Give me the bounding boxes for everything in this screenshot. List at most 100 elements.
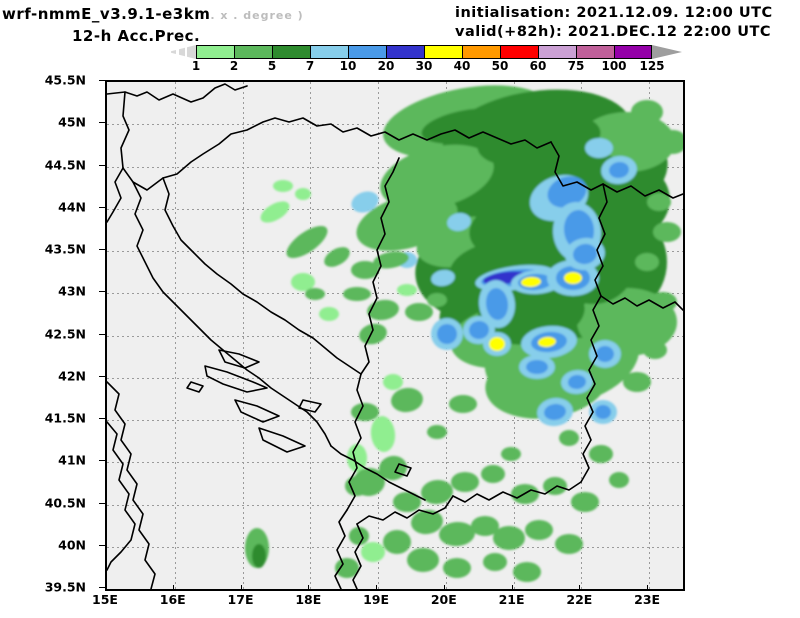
precip-contour-2mm — [471, 516, 499, 536]
y-tick-mark — [99, 122, 105, 124]
precip-contour-2mm — [324, 247, 350, 267]
precip-contour-10mm — [437, 324, 457, 344]
x-axis-label-18E: 18E — [295, 592, 322, 607]
precip-contour-2mm — [349, 527, 369, 545]
precip-contour-2mm — [525, 520, 553, 540]
precip-contour-2mm — [427, 425, 447, 439]
x-tick-mark — [172, 585, 174, 591]
precip-contour-2mm — [305, 288, 325, 300]
colorbar-tick-30: 30 — [415, 59, 433, 73]
y-axis-label-45.5N: 45.5N — [44, 72, 86, 88]
colorbar-tick-50: 50 — [491, 59, 509, 73]
colorbar-swatch-60 — [538, 45, 576, 59]
y-tick-mark — [99, 375, 105, 377]
x-axis-label-16E: 16E — [159, 592, 186, 607]
precip-contour-2mm — [635, 253, 659, 271]
precip-contour-7mm — [585, 138, 613, 158]
precip-contour-2mm — [367, 299, 399, 321]
precip-contour-2mm — [647, 193, 671, 211]
x-tick-mark — [647, 585, 649, 591]
colorbar-tick-40: 40 — [453, 59, 471, 73]
y-axis-label-39.5N: 39.5N — [44, 579, 86, 595]
colorbar-swatch-10 — [348, 45, 386, 59]
precip-contour-1mm — [361, 542, 385, 562]
precip-contour-2mm — [501, 447, 521, 461]
y-axis-label-44.5N: 44.5N — [44, 157, 86, 172]
precip-contour-2mm — [643, 341, 667, 359]
precip-contour-2mm — [555, 534, 583, 554]
precip-contour-2mm — [649, 292, 677, 312]
precip-contour-7mm — [447, 212, 471, 232]
colorbar-swatch-5 — [272, 45, 310, 59]
precip-contour-2mm — [439, 521, 475, 547]
precip-contour-1mm — [347, 444, 367, 472]
colorbar-tick-1: 1 — [191, 59, 201, 73]
x-tick-mark — [240, 585, 242, 591]
precip-contour-2mm — [571, 492, 599, 512]
colorbar-tick-7: 7 — [305, 59, 315, 73]
precip-contour-30mm — [564, 272, 582, 284]
y-axis-label-42N: 42N — [58, 368, 86, 384]
colorbar-tick-75: 75 — [567, 59, 585, 73]
precip-contour-2mm — [609, 472, 629, 488]
y-axis-label-43N: 43N — [58, 283, 86, 299]
precip-contour-2mm — [451, 472, 479, 492]
colorbar-tick-100: 100 — [601, 59, 627, 73]
model-title: wrf-nmmE_v3.9.1-e3km. x . degree ) — [2, 5, 304, 23]
y-tick-mark — [99, 291, 105, 293]
colorbar-over-arrow — [652, 45, 682, 59]
precip-contour-10mm — [526, 360, 548, 374]
gridline-horizontal — [107, 293, 683, 295]
x-axis-label-21E: 21E — [498, 592, 525, 607]
precip-contour-10mm — [609, 161, 629, 179]
x-tick-mark — [376, 585, 378, 591]
precip-contour-2mm — [335, 558, 359, 578]
colorbar-swatch-100 — [614, 45, 652, 59]
y-axis-label-41.5N: 41.5N — [44, 410, 86, 426]
colorbar-swatch-40 — [462, 45, 500, 59]
precip-contour-1mm — [260, 201, 290, 223]
colorbar-swatch-7 — [310, 45, 348, 59]
precip-contour-10mm — [568, 374, 586, 390]
x-axis-label-23E: 23E — [634, 592, 661, 607]
precip-contour-2mm — [653, 222, 681, 242]
x-axis-label-17E: 17E — [227, 592, 254, 607]
colorbar-swatch-50 — [500, 45, 538, 59]
y-axis-label-43.5N: 43.5N — [44, 241, 86, 257]
precip-contour-1mm — [370, 416, 396, 452]
precip-contour-30mm — [521, 276, 541, 288]
precip-contour-2mm — [493, 526, 525, 550]
precip-contour-2mm — [405, 303, 433, 321]
precipitation-field — [107, 82, 683, 589]
y-tick-mark — [99, 249, 105, 250]
y-axis-label-40.5N: 40.5N — [44, 495, 86, 510]
colorbar-tick-2: 2 — [229, 59, 239, 73]
precip-contour-10mm — [544, 403, 566, 421]
precip-contour-2mm — [449, 395, 477, 413]
y-axis-label-45N: 45N — [58, 114, 86, 130]
precip-contour-30mm — [489, 337, 505, 351]
precip-contour-1mm — [295, 188, 311, 200]
x-tick-mark — [511, 585, 513, 591]
precip-contour-2mm — [427, 293, 447, 307]
precip-contour-10mm — [595, 405, 611, 419]
colorbar-tick-5: 5 — [267, 59, 277, 73]
precip-contour-1mm — [319, 307, 339, 321]
colorbar-swatch-30 — [424, 45, 462, 59]
precip-contour-2mm — [286, 225, 328, 259]
precip-contour-5mm — [252, 544, 266, 568]
y-tick-mark — [99, 80, 105, 81]
colorbar-swatches — [196, 45, 652, 59]
precip-contour-2mm — [393, 492, 421, 512]
precip-contour-10mm — [469, 320, 489, 340]
precip-contour-10mm — [573, 243, 597, 265]
precip-contour-2mm — [659, 130, 683, 154]
y-tick-mark — [99, 418, 105, 419]
colorbar-tick-10: 10 — [339, 59, 357, 73]
x-tick-mark — [105, 585, 106, 591]
y-axis-label-42.5N: 42.5N — [44, 326, 86, 341]
precip-contour-2mm — [631, 100, 663, 124]
colorbar-swatch-75 — [576, 45, 614, 59]
colorbar-swatch-20 — [386, 45, 424, 59]
precip-contour-10mm — [485, 288, 509, 320]
